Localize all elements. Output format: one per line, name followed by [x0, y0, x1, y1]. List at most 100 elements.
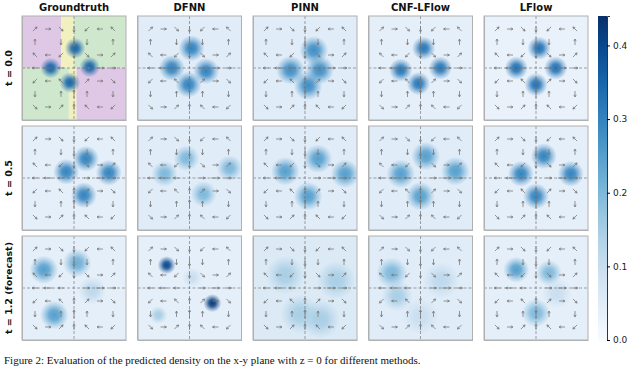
quiver-arrow: [390, 287, 398, 289]
quiver-arrow: [149, 91, 151, 97]
panel: [253, 126, 359, 231]
quiver-arrow: [521, 325, 525, 329]
quiver-arrow: [535, 52, 537, 58]
quiver-arrow: [548, 91, 550, 97]
density-blob: [304, 144, 333, 173]
quiver-arrow: [573, 247, 577, 251]
quiver-arrow: [535, 246, 537, 252]
quiver-arrow: [276, 28, 282, 30]
region: [77, 68, 126, 120]
quiver-arrow: [174, 273, 178, 277]
quiver-arrow: [444, 28, 450, 30]
quiver-arrow: [341, 177, 347, 179]
quiver-arrow: [379, 79, 383, 83]
plot-area: [22, 16, 126, 120]
plot-frame: [369, 126, 473, 230]
quiver-arrow: [213, 54, 219, 56]
quiver-arrow: [200, 79, 204, 83]
quiver-arrow: [548, 259, 550, 265]
quiver-arrow: [304, 200, 306, 208]
quiver-arrow: [444, 274, 450, 276]
quiver-arrow: [226, 137, 230, 141]
quiver-arrow: [188, 310, 190, 318]
quiver-arrow: [432, 39, 434, 45]
plot-area: [484, 126, 588, 230]
quiver-arrow: [444, 54, 450, 56]
quiver-arrow: [379, 137, 383, 141]
plot-frame: [138, 236, 242, 340]
quiver-arrow: [291, 311, 293, 317]
quiver-arrow: [444, 138, 450, 140]
quiver-arrow: [86, 259, 88, 265]
quiver-arrow: [457, 27, 461, 31]
quiver-arrow: [264, 53, 268, 57]
quiver-arrow: [419, 324, 421, 330]
grid-line: [138, 68, 242, 69]
base-density: [22, 236, 126, 340]
quiver-arrow: [495, 79, 499, 83]
quiver-arrow: [58, 177, 64, 179]
quiver-arrow: [317, 149, 319, 155]
quiver-arrow: [96, 67, 104, 69]
axis-line: [608, 17, 611, 341]
caption: Figure 2: Evaluation of the predicted de…: [4, 354, 421, 366]
quiver-arrow: [315, 67, 321, 69]
quiver-arrow: [174, 67, 180, 69]
quiver-arrow: [327, 287, 335, 289]
quiver-arrow: [73, 52, 75, 58]
quiver-arrow: [32, 67, 38, 69]
density-blob: [317, 261, 356, 300]
quiver-arrow: [112, 311, 114, 317]
quiver-arrow: [111, 27, 115, 31]
quiver-arrow: [86, 91, 88, 97]
quiver-arrow: [227, 91, 229, 97]
quiver-arrow: [149, 311, 151, 317]
grid-line: [22, 288, 126, 289]
quiver-arrow: [161, 274, 167, 276]
quiver-arrow: [405, 137, 409, 141]
quiver-arrow: [559, 138, 565, 140]
quiver-arrow: [159, 177, 167, 179]
quiver-arrow: [200, 163, 204, 167]
quiver-arrow: [174, 325, 178, 329]
quiver-arrow: [457, 79, 461, 83]
quiver-arrow: [211, 177, 219, 179]
quiver-arrow: [392, 54, 398, 56]
quiver-arrow: [291, 259, 293, 265]
quiver-arrow: [328, 300, 334, 302]
quiver-arrow: [213, 326, 219, 328]
quiver-arrow: [34, 149, 36, 155]
quiver-arrow: [547, 105, 551, 109]
quiver-arrow: [264, 247, 268, 251]
density-blob: [331, 160, 357, 189]
quiver-arrow: [73, 104, 75, 110]
density-blob: [503, 257, 529, 283]
plot-area: [138, 126, 242, 230]
quiver-arrow: [558, 287, 566, 289]
quiver-arrow: [315, 177, 321, 179]
quiver-arrow: [574, 311, 576, 317]
quiver-arrow: [496, 91, 498, 97]
quiver-arrow: [213, 248, 219, 250]
quiver-arrow: [494, 67, 500, 69]
quiver-arrow: [342, 189, 346, 193]
quiver-arrow: [33, 299, 37, 303]
density-blob: [71, 182, 97, 208]
quiver-arrow: [317, 91, 319, 97]
quiver-arrow: [419, 136, 421, 142]
quiver-arrow: [304, 188, 306, 194]
quiver-arrow: [148, 163, 152, 167]
quiver-arrow: [174, 137, 178, 141]
quiver-arrow: [522, 39, 524, 45]
quiver-arrow: [521, 53, 525, 57]
quiver-arrow: [148, 27, 152, 31]
quiver-arrow: [226, 53, 230, 57]
quiver-arrow: [572, 177, 578, 179]
quiver-arrow: [265, 39, 267, 45]
quiver-arrow: [84, 67, 90, 69]
quiver-arrow: [342, 247, 346, 251]
quiver-arrow: [148, 189, 152, 193]
quiver-arrow: [73, 200, 75, 208]
quiver-arrow: [521, 189, 525, 193]
density-blob: [294, 71, 323, 100]
